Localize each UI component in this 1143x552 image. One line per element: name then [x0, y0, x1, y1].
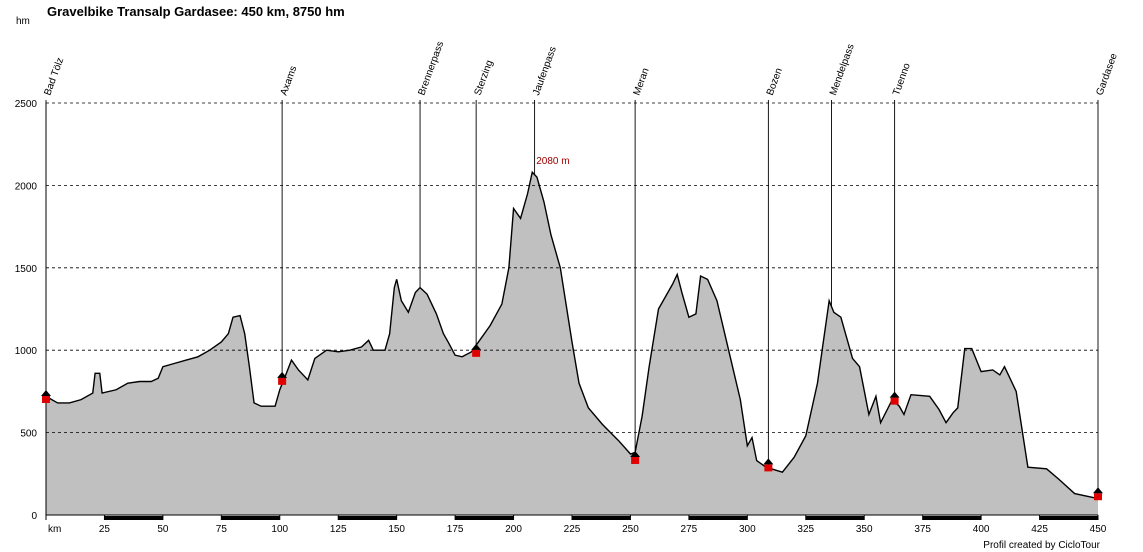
marker-roof — [763, 458, 774, 465]
town-marker — [277, 371, 288, 385]
x-tick-label: 275 — [681, 524, 698, 535]
waypoint-label: Tuenno — [891, 61, 913, 97]
marker-roof — [630, 450, 641, 457]
x-tick-label: 225 — [564, 524, 581, 535]
marker-body — [890, 397, 899, 405]
scale-strip — [338, 516, 397, 520]
chart-title: Gravelbike Transalp Gardasee: 450 km, 87… — [47, 4, 345, 19]
peak-annotation: 2080 m — [536, 156, 569, 167]
marker-roof — [471, 343, 482, 350]
y-tick-label: 0 — [31, 511, 37, 522]
marker-body — [472, 349, 481, 357]
x-tick-label: 100 — [271, 524, 288, 535]
x-tick-label: 175 — [447, 524, 464, 535]
marker-roof — [41, 389, 51, 396]
town-marker — [1093, 487, 1103, 501]
town-marker — [41, 389, 51, 403]
waypoint-label: Axams — [279, 65, 300, 97]
scale-strip — [688, 516, 748, 520]
marker-roof — [277, 371, 288, 378]
scale-strip — [1039, 516, 1098, 520]
x-tick-label: 425 — [1031, 524, 1048, 535]
x-tick-label: 350 — [856, 524, 873, 535]
town-marker — [630, 450, 641, 464]
waypoint-label: Bozen — [765, 67, 785, 97]
town-marker — [471, 343, 482, 357]
x-tick-label: km — [48, 524, 61, 535]
x-tick-label: 450 — [1090, 524, 1107, 535]
y-tick-label: 2500 — [15, 99, 38, 110]
town-marker — [763, 458, 774, 472]
marker-body — [42, 395, 50, 403]
marker-roof — [1093, 487, 1103, 494]
x-tick-label: 200 — [505, 524, 522, 535]
marker-body — [631, 456, 640, 464]
x-tick-label: 25 — [99, 524, 111, 535]
x-tick-label: 375 — [914, 524, 931, 535]
waypoint-label: Jaufenpass — [531, 45, 559, 97]
y-axis-label: hm — [16, 16, 30, 27]
x-tick-label: 150 — [388, 524, 405, 535]
scale-strip — [572, 516, 631, 520]
x-tick-label: 400 — [973, 524, 990, 535]
marker-roof — [889, 391, 900, 398]
marker-body — [764, 464, 773, 472]
x-tick-label: 250 — [622, 524, 639, 535]
x-tick-label: 75 — [216, 524, 228, 535]
x-tick-label: 300 — [739, 524, 756, 535]
y-tick-label: 1000 — [15, 346, 38, 357]
x-tick-label: 325 — [797, 524, 814, 535]
scale-strip — [805, 516, 865, 520]
marker-body — [278, 377, 287, 385]
waypoint-label: Sterzing — [473, 59, 496, 97]
waypoint-label: Brennerpass — [417, 40, 447, 97]
scale-strip — [922, 516, 982, 520]
town-marker — [889, 391, 900, 405]
footer: Profil created by CicloTour — [983, 540, 1100, 551]
scale-strip — [104, 516, 163, 520]
y-tick-label: 500 — [20, 429, 37, 440]
y-tick-label: 1500 — [15, 264, 38, 275]
scale-strip — [221, 516, 280, 520]
waypoint-label: Meran — [632, 67, 652, 97]
marker-body — [1094, 493, 1102, 501]
elevation-line — [45, 170, 1099, 500]
scale-strip — [455, 516, 514, 520]
waypoint-label: Gardasee — [1094, 52, 1120, 97]
y-tick-label: 2000 — [15, 181, 38, 192]
x-tick-label: 50 — [157, 524, 169, 535]
waypoint-label: Bad Tölz — [42, 56, 66, 97]
x-tick-label: 125 — [330, 524, 347, 535]
waypoint-label: Mendelpass — [828, 43, 857, 97]
